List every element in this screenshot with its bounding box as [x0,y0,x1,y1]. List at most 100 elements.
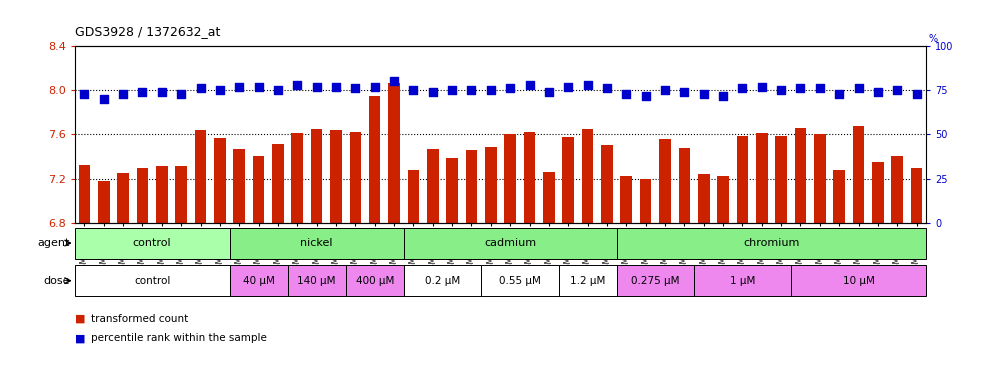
Text: ■: ■ [75,333,86,343]
Text: %: % [928,34,937,44]
Text: percentile rank within the sample: percentile rank within the sample [91,333,267,343]
Bar [466,150,477,223]
Text: dose: dose [43,276,70,286]
Text: 0.275 μM: 0.275 μM [631,276,679,286]
Bar [504,134,516,223]
Bar [543,172,555,223]
Bar [814,134,826,223]
Point [619,91,634,97]
Bar [350,132,362,223]
Point [522,82,538,88]
Bar [563,137,574,223]
Bar [175,166,187,223]
Bar [75,265,229,296]
Bar [446,157,458,223]
Text: transformed count: transformed count [91,314,188,324]
Bar [791,265,926,296]
Text: 140 μM: 140 μM [298,276,336,286]
Point [153,89,169,95]
Bar [331,130,342,223]
Point [463,87,479,93]
Bar [346,265,403,296]
Point [134,89,150,95]
Bar [407,170,419,223]
Text: agent: agent [37,238,70,248]
Point [251,84,267,90]
Bar [853,126,865,223]
Point [483,87,499,93]
Point [212,87,228,93]
Text: ■: ■ [75,314,86,324]
Text: control: control [132,238,171,248]
Bar [617,265,694,296]
Point [637,93,653,99]
Text: chromium: chromium [743,238,800,248]
Bar [136,167,148,223]
Text: cadmium: cadmium [484,238,536,248]
Point [832,91,848,97]
Point [734,85,750,91]
Text: 0.55 μM: 0.55 μM [499,276,541,286]
Point [754,84,770,90]
Point [502,85,518,91]
Bar [194,130,206,223]
Point [696,91,712,97]
Point [793,85,809,91]
Point [812,85,828,91]
Text: nickel: nickel [301,238,333,248]
Point [541,89,557,95]
Point [870,89,885,95]
Bar [559,265,617,296]
Bar [756,133,768,223]
Bar [427,149,438,223]
Point [424,89,440,95]
Bar [403,228,617,259]
Bar [233,149,245,223]
Text: 40 μM: 40 μM [243,276,275,286]
Bar [156,166,167,223]
Bar [214,138,226,223]
Bar [678,148,690,223]
Bar [737,136,748,223]
Point [908,91,924,97]
Text: 400 μM: 400 μM [356,276,393,286]
Bar [872,162,883,223]
Point [77,91,93,97]
Bar [118,173,128,223]
Point [561,84,577,90]
Point [289,82,305,88]
Bar [524,132,535,223]
Point [173,91,189,97]
Bar [272,144,284,223]
Point [715,93,731,99]
Point [851,85,867,91]
Point [889,87,905,93]
Text: 10 μM: 10 μM [843,276,874,286]
Bar [98,181,110,223]
Bar [910,167,922,223]
Bar [659,139,671,223]
Text: control: control [133,276,170,286]
Point [657,87,673,93]
Bar [582,129,594,223]
Bar [717,176,729,223]
Point [676,89,692,95]
Point [96,96,112,102]
Bar [388,83,399,223]
Bar [288,265,346,296]
Point [348,85,364,91]
Bar [795,128,807,223]
Bar [229,228,403,259]
Point [773,87,789,93]
Bar [617,228,926,259]
Bar [621,176,632,223]
Bar [891,157,903,223]
Point [328,84,344,90]
Point [231,84,247,90]
Bar [481,265,559,296]
Bar [229,265,288,296]
Bar [694,265,791,296]
Bar [698,174,709,223]
Bar [79,166,91,223]
Text: 1 μM: 1 μM [730,276,755,286]
